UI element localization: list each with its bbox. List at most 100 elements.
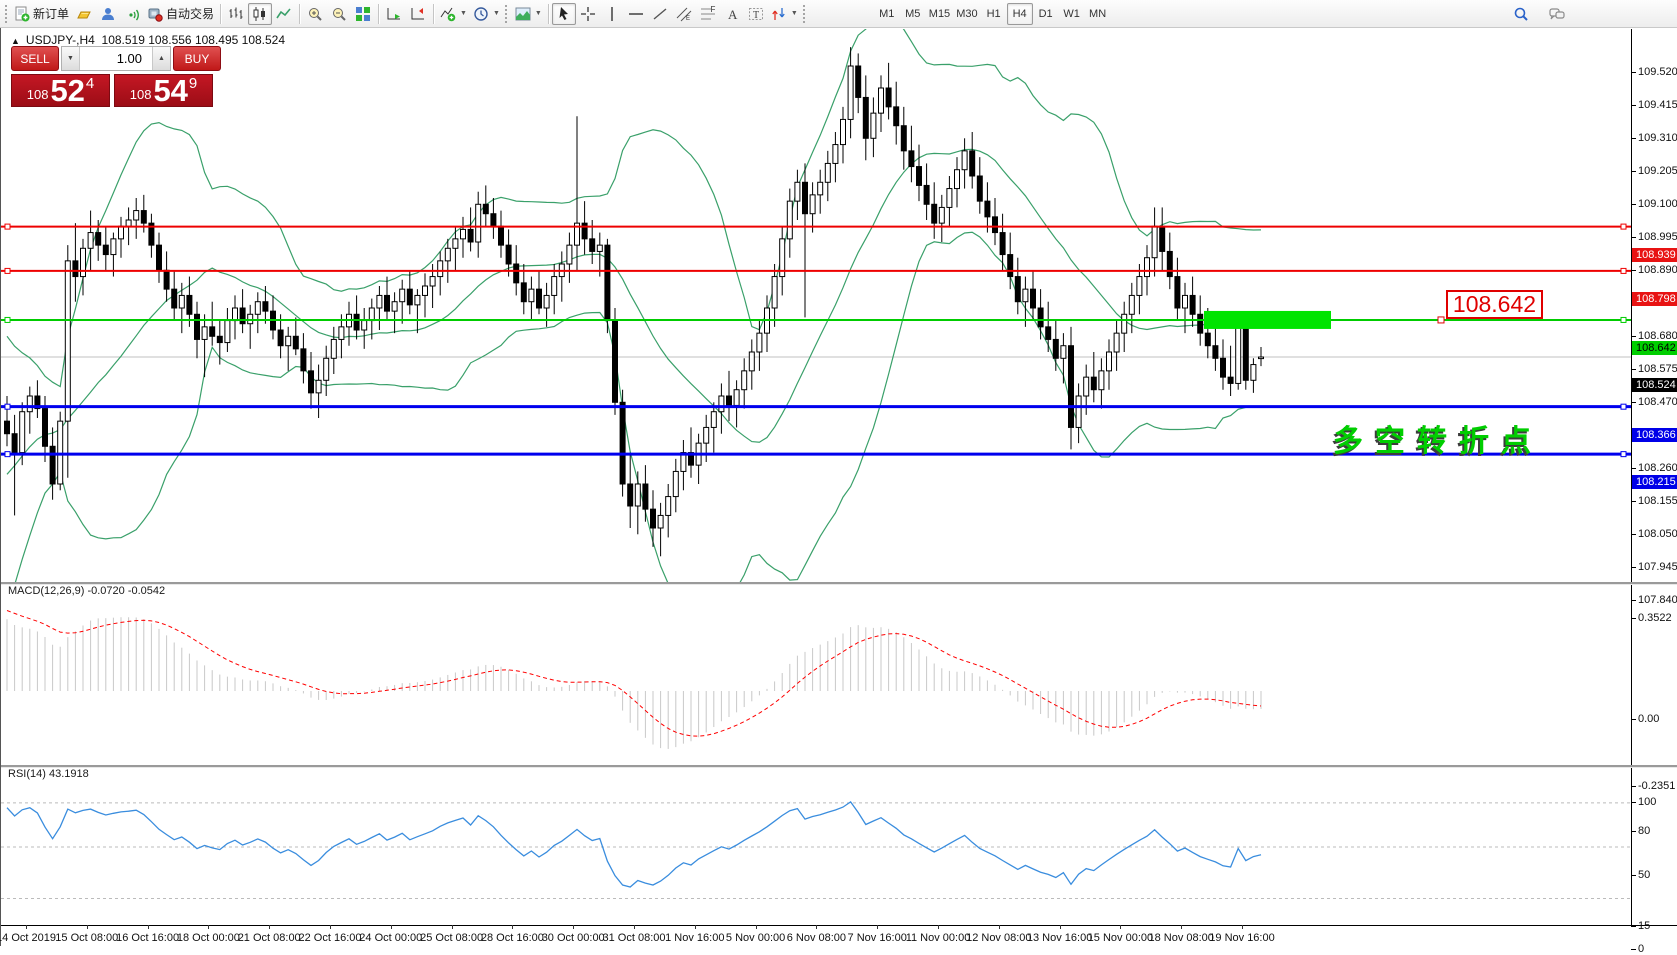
bear-candle[interactable] <box>802 181 808 215</box>
sell-price-display[interactable]: 108 52 4 <box>11 74 110 107</box>
bear-candle[interactable] <box>688 452 694 466</box>
bull-candle[interactable] <box>824 162 831 183</box>
timeframe-m30-button[interactable]: M30 <box>956 7 978 20</box>
bear-candle[interactable] <box>589 238 596 252</box>
profile-button[interactable] <box>96 3 120 25</box>
bear-candle[interactable] <box>140 210 147 224</box>
line-handle[interactable] <box>4 316 11 323</box>
bull-candle[interactable] <box>414 294 421 306</box>
bear-candle[interactable] <box>194 313 200 340</box>
signals-button[interactable] <box>120 3 144 25</box>
chart-canvas[interactable] <box>1 28 1677 946</box>
equidistant-channel-button[interactable]: E <box>672 3 696 25</box>
bear-candle[interactable] <box>1197 313 1204 334</box>
auto-scroll-button[interactable] <box>382 3 406 25</box>
bull-candle[interactable] <box>437 260 444 278</box>
bull-candle[interactable] <box>429 276 436 287</box>
bear-candle[interactable] <box>1090 376 1097 391</box>
bear-candle[interactable] <box>1220 357 1226 378</box>
buy-price-display[interactable]: 108 54 9 <box>114 74 213 107</box>
tile-windows-button[interactable] <box>351 3 375 25</box>
indicators-button[interactable]: ▼ <box>437 3 470 25</box>
bear-candle[interactable] <box>277 329 284 347</box>
bull-candle[interactable] <box>878 87 884 114</box>
toolbar-grip[interactable] <box>801 4 807 23</box>
bear-candle[interactable] <box>581 222 588 240</box>
autotrade-button[interactable]: 自动交易 <box>144 3 217 25</box>
bull-candle[interactable] <box>718 395 725 413</box>
bear-candle[interactable] <box>171 288 178 309</box>
bull-candle[interactable] <box>399 288 406 303</box>
line-handle[interactable] <box>4 451 11 458</box>
bull-candle[interactable] <box>87 232 94 249</box>
bull-candle[interactable] <box>566 244 573 265</box>
bear-candle[interactable] <box>11 433 18 454</box>
bull-candle[interactable] <box>1060 345 1067 359</box>
bear-candle[interactable] <box>916 166 922 186</box>
text-label-button[interactable]: T <box>744 3 768 25</box>
bear-candle[interactable] <box>969 150 976 177</box>
bear-candle[interactable] <box>855 65 862 98</box>
timeframe-d1-button[interactable]: D1 <box>1038 7 1053 20</box>
bull-candle[interactable] <box>232 307 238 322</box>
bull-candle[interactable] <box>118 225 124 240</box>
dropdown-arrow-icon[interactable]: ▼ <box>460 10 467 17</box>
rsi-line[interactable] <box>6 801 1262 888</box>
bull-candle[interactable] <box>756 332 763 353</box>
bollinger-lower-band[interactable] <box>7 231 1262 619</box>
search-button[interactable] <box>1509 3 1533 25</box>
timeframe-m1-button[interactable]: M1 <box>879 7 895 20</box>
arrows-button[interactable]: ▼ <box>768 3 801 25</box>
bull-candle[interactable] <box>323 357 330 381</box>
gold-button[interactable] <box>72 3 96 25</box>
timeframe-m15-button[interactable]: M15 <box>928 7 951 20</box>
bear-candle[interactable] <box>1068 345 1074 428</box>
chart-window[interactable]: ▲ USDJPY-,H4 108.519 108.556 108.495 108.… <box>0 28 1677 955</box>
chart-shift-button[interactable] <box>406 3 430 25</box>
bear-candle[interactable] <box>406 288 413 306</box>
bull-candle[interactable] <box>1098 370 1105 391</box>
bear-candle[interactable] <box>1014 276 1021 303</box>
volume-increase-button[interactable]: ▲ <box>152 47 170 70</box>
bull-candle[interactable] <box>832 144 839 164</box>
bear-candle[interactable] <box>4 420 10 435</box>
macd-plot[interactable] <box>6 610 1262 749</box>
bear-candle[interactable] <box>536 288 542 309</box>
bear-candle[interactable] <box>262 301 269 312</box>
bear-candle[interactable] <box>650 508 656 529</box>
bear-candle[interactable] <box>976 175 983 202</box>
bull-candle[interactable] <box>178 294 185 309</box>
dropdown-arrow-icon[interactable]: ▼ <box>790 10 798 17</box>
new-order-button[interactable]: 新订单 <box>11 3 72 25</box>
timeframe-h4-button[interactable]: H4 <box>1006 2 1033 25</box>
bear-candle[interactable] <box>156 244 162 271</box>
bull-candle[interactable] <box>452 238 459 249</box>
macd-panel-separator[interactable] <box>1 582 1677 585</box>
bear-candle[interactable] <box>1052 338 1059 359</box>
bear-candle[interactable] <box>1227 376 1234 384</box>
bull-candle[interactable] <box>1075 395 1082 428</box>
vertical-line-button[interactable] <box>600 3 624 25</box>
bear-candle[interactable] <box>900 125 907 152</box>
bull-candle[interactable] <box>368 307 375 322</box>
bear-candle[interactable] <box>992 216 998 234</box>
bull-candle[interactable] <box>1128 294 1135 315</box>
bull-candle[interactable] <box>748 351 755 372</box>
bull-candle[interactable] <box>961 150 968 171</box>
bull-candle[interactable] <box>710 411 717 428</box>
bull-candle[interactable] <box>733 389 740 406</box>
main-plot[interactable] <box>1 28 1631 619</box>
collapse-icon[interactable]: ▲ <box>11 36 20 46</box>
bull-candle[interactable] <box>1113 332 1120 353</box>
bear-candle[interactable] <box>1166 250 1173 278</box>
bear-candle[interactable] <box>931 203 938 224</box>
bear-candle[interactable] <box>999 232 1006 256</box>
bear-candle[interactable] <box>1030 288 1036 309</box>
bull-candle[interactable] <box>330 338 337 359</box>
bull-candle[interactable] <box>391 301 398 312</box>
bull-candle[interactable] <box>809 194 816 215</box>
bull-candle[interactable] <box>840 118 846 146</box>
candlestick-chart-button[interactable] <box>248 2 273 25</box>
bull-candle[interactable] <box>954 169 960 190</box>
bear-candle[interactable] <box>612 320 618 403</box>
